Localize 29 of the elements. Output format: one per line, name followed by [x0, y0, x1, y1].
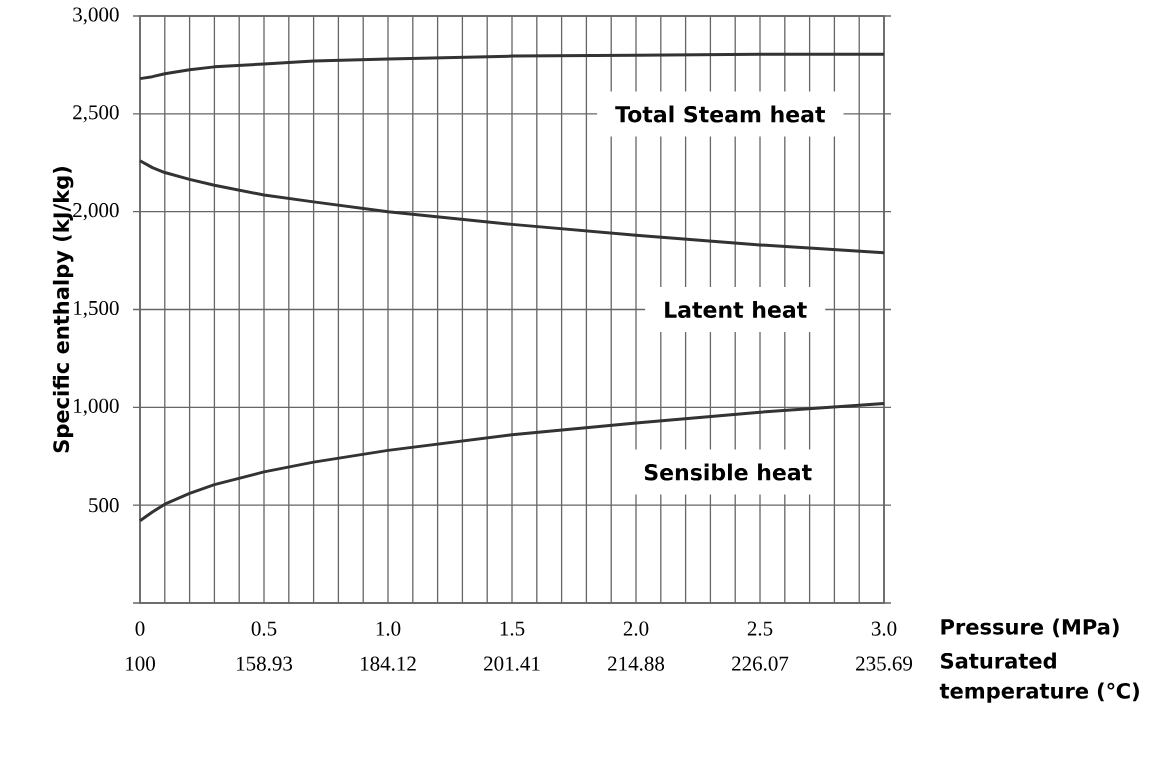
x-tick-label: 0: [135, 621, 145, 636]
text: 214.88: [608, 656, 665, 671]
x-tick-label: 2.0: [623, 621, 649, 636]
y-tick-label: 2,000: [73, 203, 119, 221]
x-axis-title: Pressure (MPa): [941, 618, 1119, 638]
text: 201.41: [484, 656, 540, 671]
text: 235.69: [856, 656, 913, 671]
x-tick-label: 1.5: [500, 621, 525, 636]
series-label: Sensible heat: [644, 463, 812, 481]
text: 158.93: [236, 656, 293, 671]
y-tick-label: 1,000: [74, 398, 119, 416]
x-tick-label: 3.0: [871, 621, 897, 636]
line-series: [138, 52, 886, 81]
y-axis-title: Specific enthalpy (kJ/kg): [52, 167, 74, 453]
text: Saturated temperature (℃): [939, 652, 1139, 703]
line-series: [138, 401, 886, 523]
x-tick-label: 2.5: [747, 621, 773, 636]
line-series: [138, 159, 886, 255]
y-tick-label: 2,500: [73, 105, 119, 123]
y-tick-label: 1,500: [74, 300, 119, 319]
text: 100: [126, 656, 155, 671]
y-tick-label: 3,000: [73, 7, 119, 25]
text: 184.12: [360, 656, 416, 671]
x-tick-label: 0.5: [251, 621, 277, 636]
y-tick-label: 500: [89, 498, 119, 513]
text: Total Steam heat: [615, 105, 826, 123]
text: 226.07: [732, 656, 789, 671]
text: Latent heat: [665, 300, 807, 319]
x-tick-label: 1.0: [376, 621, 401, 636]
